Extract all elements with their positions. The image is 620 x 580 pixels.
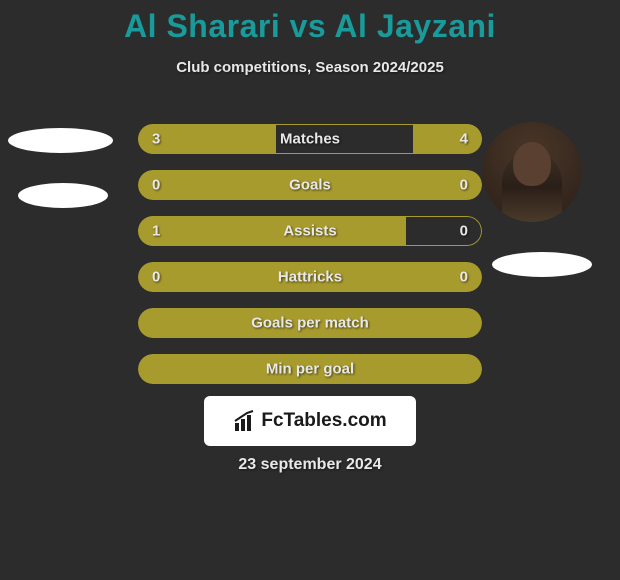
- stat-value-right: 0: [460, 223, 468, 240]
- date-label: 23 september 2024: [238, 456, 381, 474]
- stat-bar-right: [413, 124, 482, 154]
- chart-icon: [233, 409, 257, 433]
- page-title: Al Sharari vs Al Jayzani: [0, 8, 620, 45]
- stat-row-min-per-goal: Min per goal: [138, 354, 482, 384]
- stat-row-assists: 1 Assists 0: [138, 216, 482, 246]
- stats-container: 3 Matches 4 0 Goals 0 1 Assists 0 0 Hatt…: [138, 124, 482, 400]
- player-right-avatar: [482, 122, 582, 222]
- player-right-avatar-block: [482, 122, 592, 277]
- stat-value-right: 0: [460, 269, 468, 286]
- stat-label: Hattricks: [278, 269, 342, 286]
- stat-value-right: 4: [460, 131, 468, 148]
- stat-row-goals: 0 Goals 0: [138, 170, 482, 200]
- stat-label: Goals: [289, 177, 331, 194]
- player-left-name-ellipse-2: [18, 183, 108, 208]
- stat-value-left: 3: [152, 131, 160, 148]
- stat-label: Matches: [280, 131, 340, 148]
- player-left-avatar-block: [8, 120, 113, 208]
- stat-bar-left: [138, 216, 406, 246]
- stat-value-right: 0: [460, 177, 468, 194]
- logo-label: FcTables.com: [261, 410, 386, 432]
- stat-row-hattricks: 0 Hattricks 0: [138, 262, 482, 292]
- stat-value-left: 0: [152, 177, 160, 194]
- player-left-name-ellipse: [8, 128, 113, 153]
- player-right-name-ellipse: [492, 252, 592, 277]
- stat-row-goals-per-match: Goals per match: [138, 308, 482, 338]
- header: Al Sharari vs Al Jayzani Club competitio…: [0, 0, 620, 76]
- page-subtitle: Club competitions, Season 2024/2025: [0, 59, 620, 76]
- stat-label: Min per goal: [266, 361, 354, 378]
- stat-row-matches: 3 Matches 4: [138, 124, 482, 154]
- stat-value-left: 1: [152, 223, 160, 240]
- stat-label: Assists: [283, 223, 336, 240]
- logo-text: FcTables.com: [233, 409, 386, 433]
- stat-label: Goals per match: [251, 315, 369, 332]
- logo-box: FcTables.com: [204, 396, 416, 446]
- stat-value-left: 0: [152, 269, 160, 286]
